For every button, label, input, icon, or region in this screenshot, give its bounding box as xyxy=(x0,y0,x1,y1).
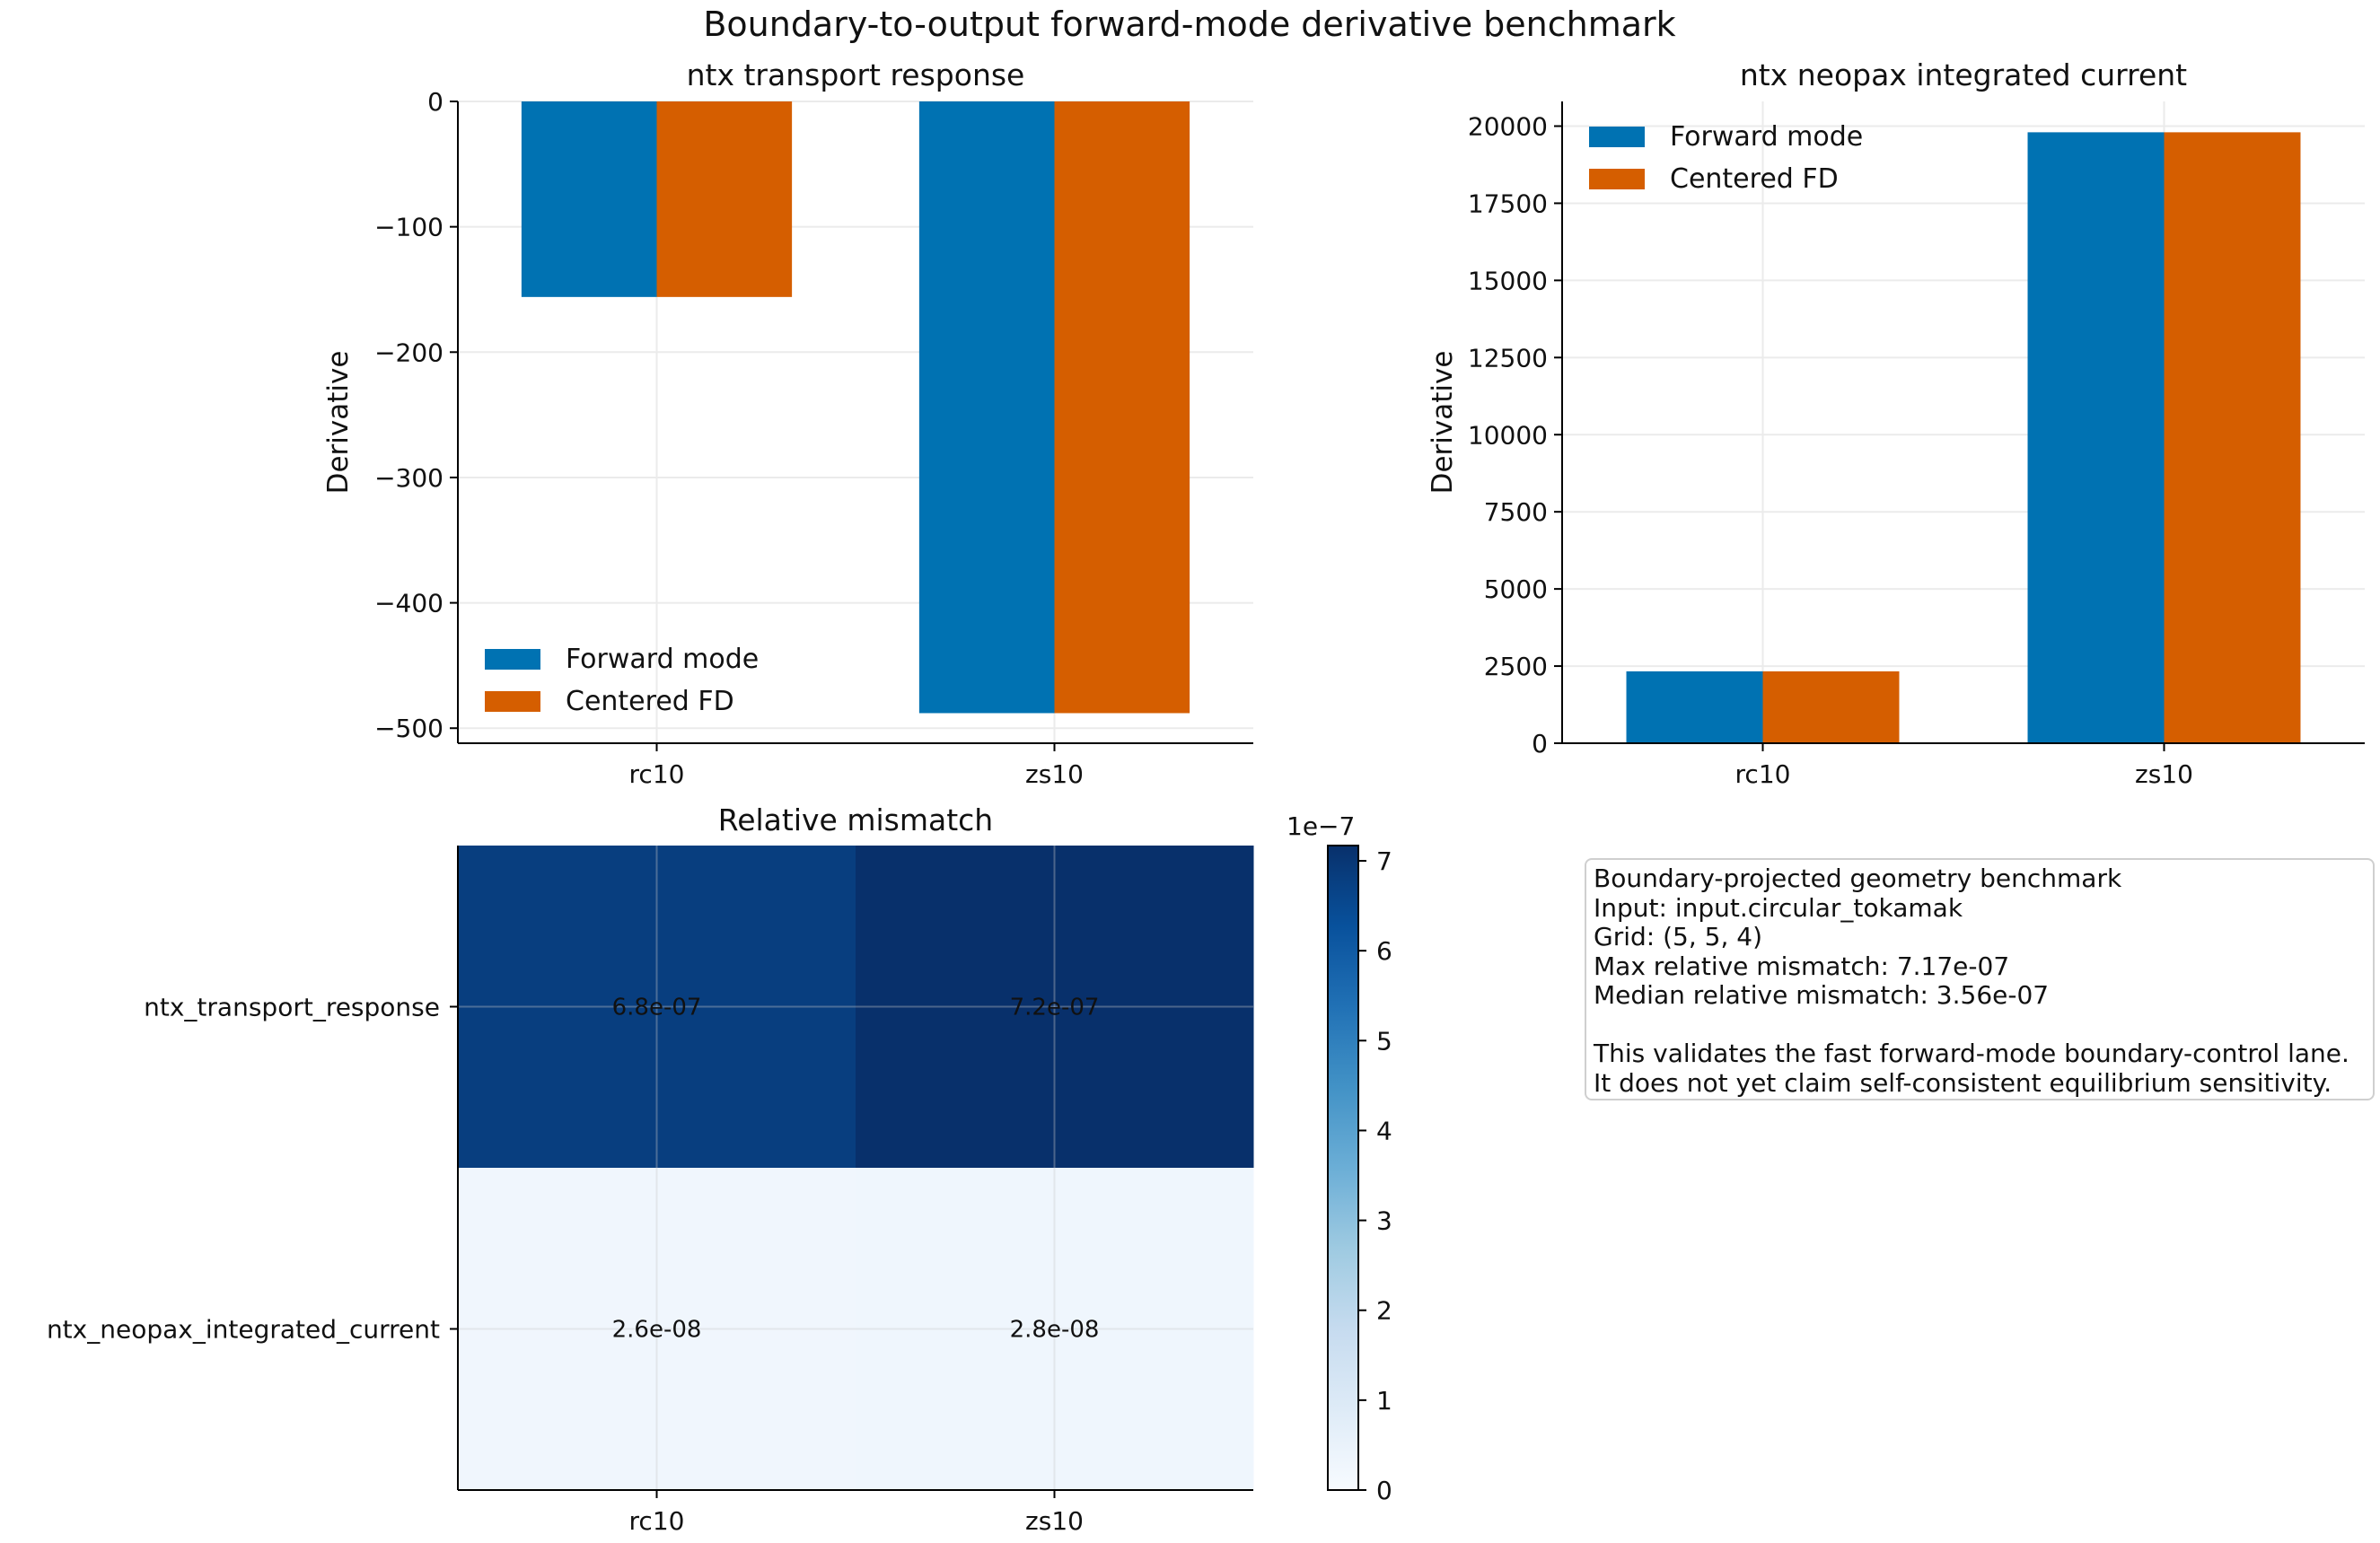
info-line: Grid: (5, 5, 4) xyxy=(1594,922,1762,951)
bar-centered-fd-zs10 xyxy=(2164,132,2301,743)
y-tick-label: 10000 xyxy=(1468,420,1548,450)
chart-title: ntx neopax integrated current xyxy=(1740,57,2187,92)
heatmap-cell-label: 6.8e-07 xyxy=(612,995,702,1021)
y-tick-label: −100 xyxy=(374,213,444,242)
heatmap-colorbar: 0 1 2 3 4 5 6 7 1e−7 xyxy=(1287,811,1392,1505)
y-tick-label: 0 xyxy=(1532,729,1548,758)
x-tick-label: zs10 xyxy=(2135,759,2193,789)
info-note-line: It does not yet claim self-consistent eq… xyxy=(1594,1067,2332,1098)
colorbar-tick-label: 6 xyxy=(1376,936,1392,966)
heatmap-cell-label: 2.8e-08 xyxy=(1010,1317,1100,1344)
chart-title: Relative mismatch xyxy=(718,802,993,837)
legend-label: Centered FD xyxy=(566,686,734,717)
y-tick-label: 15000 xyxy=(1468,266,1548,295)
bar-forward-mode-zs10 xyxy=(918,101,1055,714)
bar-centered-fd-rc10 xyxy=(656,101,793,297)
colorbar-tick-label: 2 xyxy=(1376,1296,1392,1326)
figure-title: Boundary-to-output forward-mode derivati… xyxy=(703,4,1675,44)
benchmark-info-box: Boundary-projected geometry benchmark In… xyxy=(1585,858,2375,1100)
y-tick-label: −300 xyxy=(374,463,444,493)
legend-label: Forward mode xyxy=(566,644,759,675)
x-tick-label: rc10 xyxy=(1735,759,1791,789)
bar-centered-fd-rc10 xyxy=(1762,671,1900,743)
y-tick-label: 12500 xyxy=(1468,343,1548,373)
legend-swatch-centered-fd xyxy=(485,691,540,712)
y-tick-label: −200 xyxy=(374,338,444,367)
info-line: Max relative mismatch: 7.17e-07 xyxy=(1594,951,2010,981)
bar-forward-mode-rc10 xyxy=(1626,671,1763,743)
y-tick-label: 5000 xyxy=(1484,574,1548,604)
colorbar-tick-label: 3 xyxy=(1376,1206,1392,1236)
transport-response-chart: 0 −100 −200 −300 −400 −500 rc10 zs10 ntx transpo… xyxy=(322,57,1253,789)
info-spacer xyxy=(1594,1011,2366,1040)
y-tick-label: 2500 xyxy=(1484,652,1548,681)
y-tick-label: 17500 xyxy=(1468,188,1548,218)
colorbar-tick-label: 7 xyxy=(1376,846,1392,876)
x-tick-label: zs10 xyxy=(1025,1506,1084,1536)
legend-label: Forward mode xyxy=(1670,121,1863,153)
colorbar-tick-label: 0 xyxy=(1376,1476,1392,1505)
y-tick-label: −400 xyxy=(374,589,444,618)
chart-title: ntx transport response xyxy=(687,57,1025,92)
y-tick-label: 0 xyxy=(427,87,444,117)
bar-forward-mode-zs10 xyxy=(2027,132,2165,743)
legend-swatch-forward-mode xyxy=(485,649,540,670)
bar-forward-mode-rc10 xyxy=(521,101,657,297)
x-tick-label: rc10 xyxy=(629,1506,685,1536)
y-tick-label: −500 xyxy=(374,714,444,743)
colorbar-tick-label: 4 xyxy=(1376,1116,1392,1145)
legend-label: Centered FD xyxy=(1670,163,1839,195)
heatmap-cell xyxy=(458,1168,856,1491)
info-note-line: This validates the fast forward-mode bou… xyxy=(1594,1039,2349,1068)
x-tick-label: rc10 xyxy=(629,759,685,789)
y-tick-label: ntx_neopax_integrated_current xyxy=(47,1315,440,1345)
y-axis-label: Derivative xyxy=(1427,351,1459,495)
info-line: Input: input.circular_tokamak xyxy=(1594,892,1963,923)
colorbar-scale xyxy=(1327,845,1359,1491)
y-axis-label: Derivative xyxy=(322,351,355,495)
heatmap-cell-label: 7.2e-07 xyxy=(1010,995,1100,1021)
neopax-current-chart: 0 2500 5000 7500 10000 12500 15000 17500 20000 rc… xyxy=(1427,57,2365,789)
relative-mismatch-heatmap: 6.8e-07 7.2e-07 2.6e-08 2.8e-08 rc10 zs10 ntx_… xyxy=(47,802,1254,1536)
y-tick-label: 7500 xyxy=(1484,497,1548,527)
heatmap-cell-label: 2.6e-08 xyxy=(612,1317,702,1344)
colorbar-tick-label: 5 xyxy=(1376,1026,1392,1056)
heatmap-cell xyxy=(856,1168,1254,1491)
heatmap-cell xyxy=(458,846,856,1169)
bar-centered-fd-zs10 xyxy=(1054,101,1190,714)
legend-swatch-forward-mode xyxy=(1589,127,1645,147)
y-tick-label: 20000 xyxy=(1468,112,1548,142)
info-line: Median relative mismatch: 3.56e-07 xyxy=(1594,980,2050,1010)
info-line: Boundary-projected geometry benchmark xyxy=(1594,864,2122,893)
y-tick-label: ntx_transport_response xyxy=(144,993,440,1022)
heatmap-cell xyxy=(856,846,1254,1169)
x-tick-label: zs10 xyxy=(1025,759,1084,789)
colorbar-offset-label: 1e−7 xyxy=(1287,811,1355,841)
colorbar-tick-label: 1 xyxy=(1376,1386,1392,1416)
legend-swatch-centered-fd xyxy=(1589,169,1645,189)
